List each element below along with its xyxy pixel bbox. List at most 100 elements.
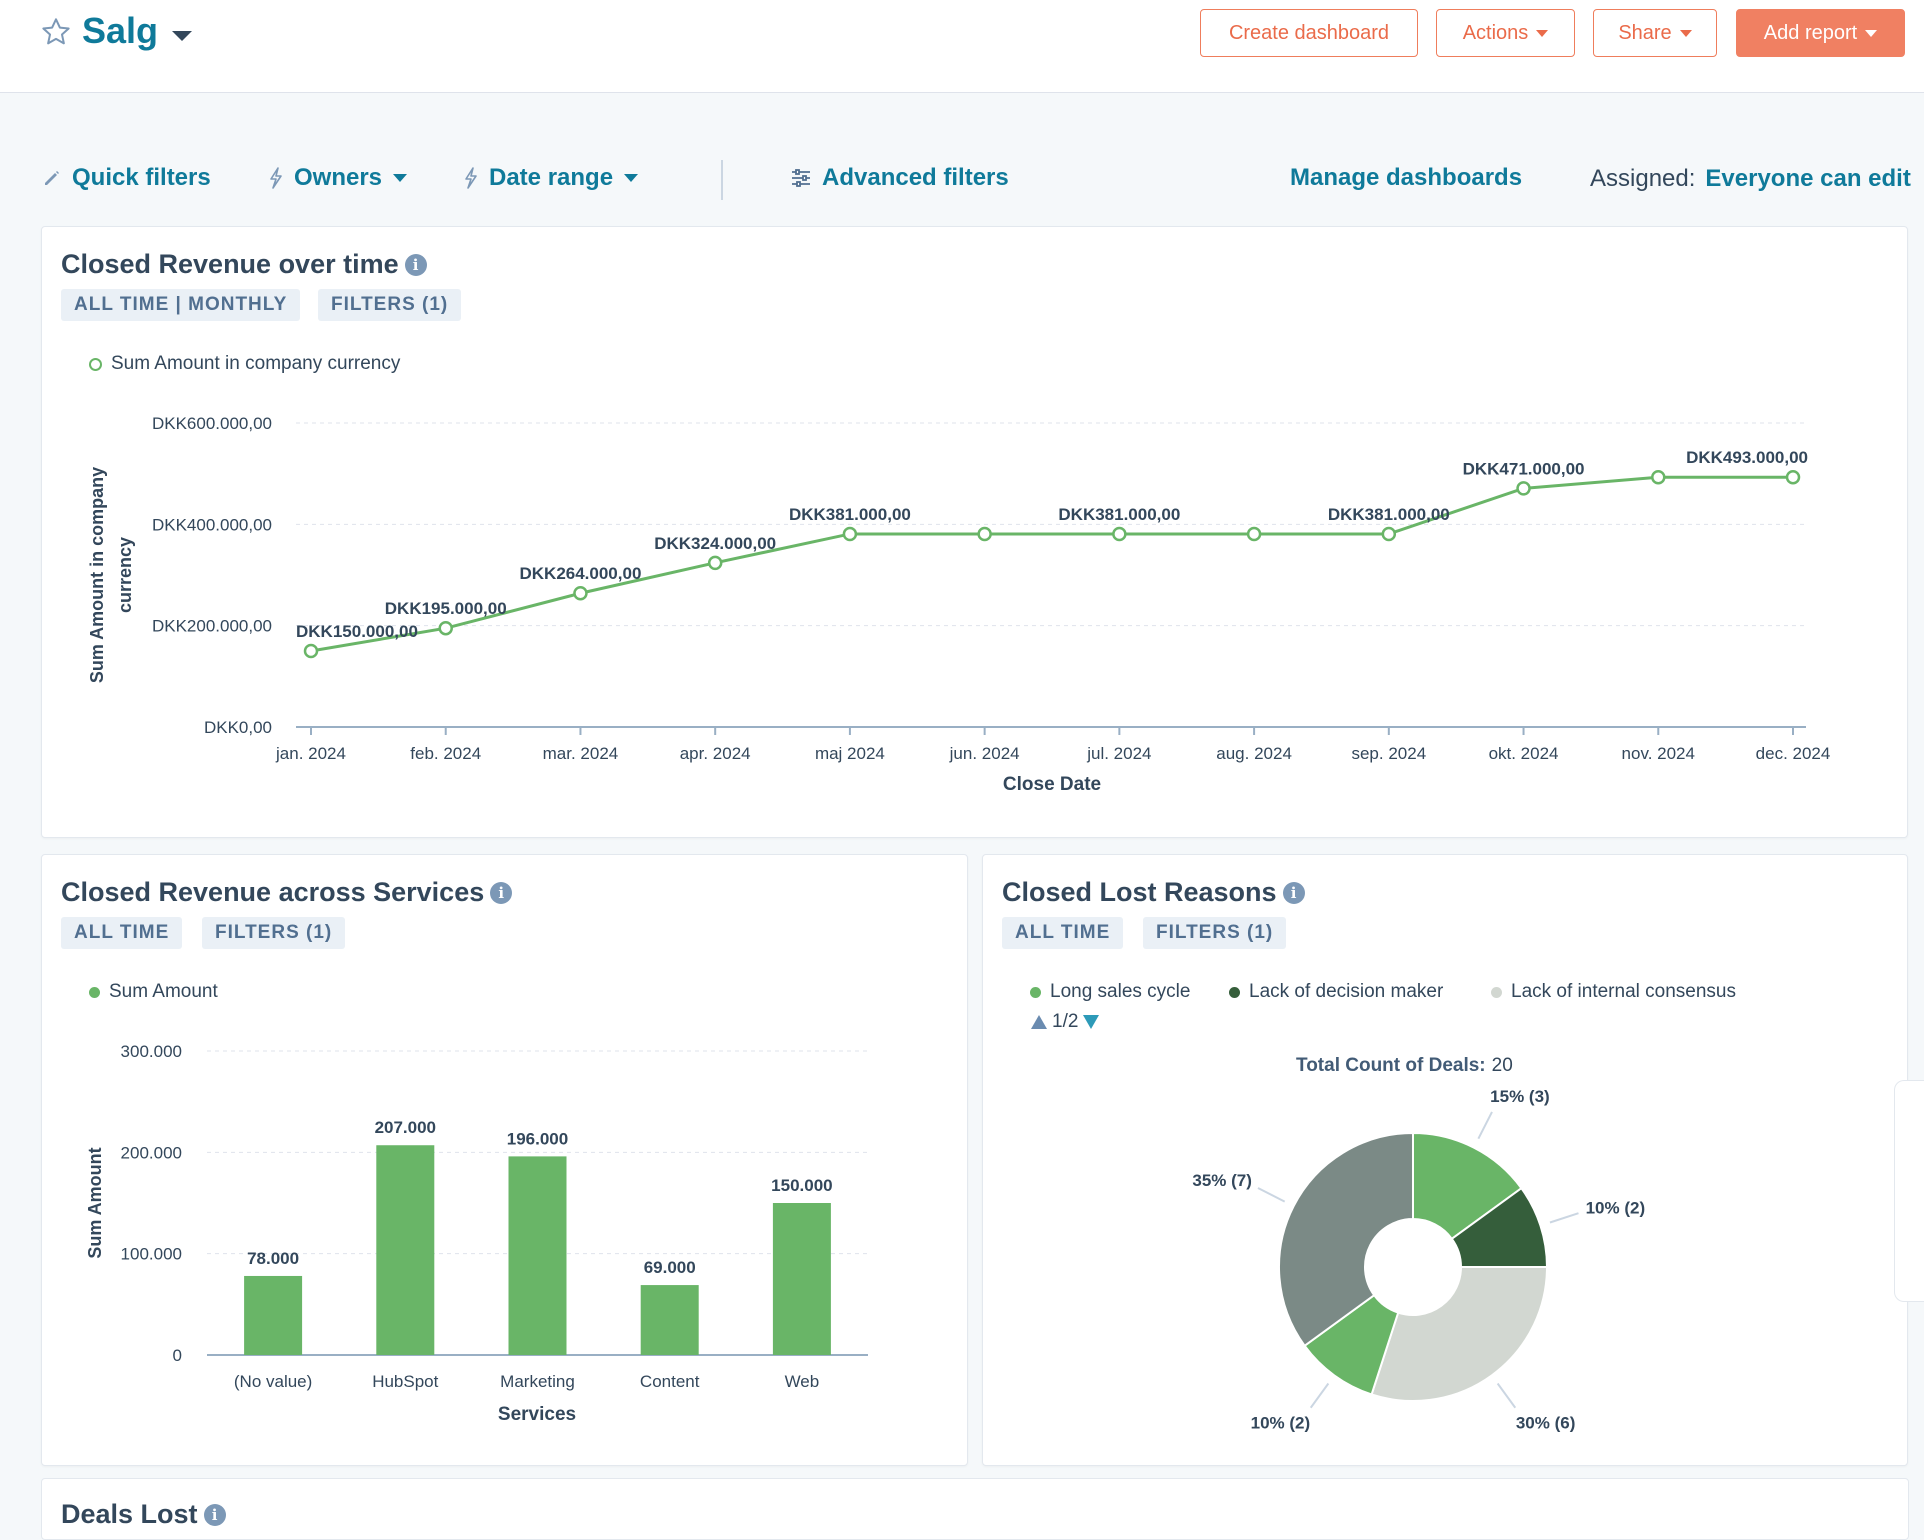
card-title[interactable]: Closed Lost Reasons i <box>1002 877 1305 908</box>
card-title[interactable]: Deals Lost i <box>61 1499 226 1530</box>
pager-up-icon[interactable] <box>1030 1014 1048 1030</box>
x-tick-label: jun. 2024 <box>949 744 1020 763</box>
closed-revenue-across-services-card: Closed Revenue across Services i ALL TIM… <box>41 854 968 1466</box>
actions-caret-icon <box>1536 29 1549 37</box>
x-tick-label: okt. 2024 <box>1489 744 1559 763</box>
date-range-filter[interactable]: Date range <box>463 164 639 192</box>
filters-tag[interactable]: FILTERS (1) <box>202 917 346 949</box>
leader-line <box>1549 1212 1579 1224</box>
legend-label: Lack of decision maker <box>1249 981 1444 1002</box>
actions-button[interactable]: Actions <box>1436 9 1575 57</box>
data-label: DKK324.000,00 <box>654 534 776 553</box>
data-point <box>977 526 992 542</box>
lightning-icon <box>270 167 282 189</box>
slice-label: 15% (3) <box>1490 1087 1550 1106</box>
card-title-text: Closed Lost Reasons <box>1002 877 1277 907</box>
x-tick-label: sep. 2024 <box>1351 744 1426 763</box>
sliders-icon <box>792 169 810 187</box>
favorite-star-icon[interactable] <box>40 16 72 48</box>
date-range-tag[interactable]: ALL TIME <box>1002 917 1124 949</box>
create-dashboard-label: Create dashboard <box>1228 21 1390 44</box>
chart-legend[interactable]: Sum Amount in company currency <box>89 353 400 375</box>
legend-label: Lack of internal consensus <box>1511 981 1736 1002</box>
bar-value-label: 78.000 <box>247 1249 299 1268</box>
quick-filters-label: Quick filters <box>72 164 211 191</box>
date-range-tag[interactable]: ALL TIME <box>61 917 183 949</box>
share-button[interactable]: Share <box>1593 9 1717 57</box>
y-tick-label: DKK0,00 <box>204 718 272 737</box>
y-axis-title-line: Sum Amount in company <box>87 467 107 683</box>
info-icon[interactable]: i <box>203 1503 226 1526</box>
card-title-text: Deals Lost <box>61 1499 198 1529</box>
donut-slice <box>1412 1131 1523 1241</box>
series-line <box>310 475 1793 653</box>
data-label: DKK471.000,00 <box>1463 459 1585 478</box>
legend-item-lack-of-internal-consensus[interactable]: Lack of internal consensus <box>1491 981 1736 1003</box>
add-report-caret-icon <box>1865 29 1878 37</box>
data-point <box>1516 481 1531 496</box>
legend-label: Long sales cycle <box>1050 981 1191 1002</box>
legend-item-lack-of-decision-maker[interactable]: Lack of decision maker <box>1229 981 1443 1003</box>
data-point <box>1785 469 1801 485</box>
bar <box>508 1156 567 1355</box>
card-title-text: Closed Revenue across Services <box>61 877 485 907</box>
x-tick-label: HubSpot <box>372 1372 438 1391</box>
create-dashboard-button[interactable]: Create dashboard <box>1200 9 1418 57</box>
y-tick-label: 0 <box>173 1346 182 1365</box>
assigned-value-link[interactable]: Everyone can edit <box>1705 165 1911 192</box>
data-label: DKK150.000,00 <box>296 622 418 641</box>
info-icon[interactable]: i <box>404 253 427 276</box>
legend-marker <box>89 986 100 998</box>
dashboard-title[interactable]: Salg <box>82 10 159 51</box>
x-axis-title: Close Date <box>1003 774 1101 795</box>
pager-label: 1/2 <box>1052 1011 1079 1032</box>
x-tick-label: mar. 2024 <box>543 744 619 763</box>
info-icon[interactable]: i <box>1282 881 1305 904</box>
card-title[interactable]: Closed Revenue across Services i <box>61 877 513 908</box>
x-tick-label: feb. 2024 <box>410 744 481 763</box>
legend-marker <box>1229 986 1240 998</box>
assigned-label: Assigned: <box>1590 165 1696 192</box>
bar <box>640 1285 699 1355</box>
side-panel-handle[interactable] <box>1894 1080 1924 1302</box>
filters-tag[interactable]: FILTERS (1) <box>1143 917 1287 949</box>
share-caret-icon <box>1679 29 1692 37</box>
manage-dashboards-link[interactable]: Manage dashboards <box>1290 164 1522 192</box>
y-tick-label: 200.000 <box>121 1143 182 1162</box>
pager-down-icon[interactable] <box>1082 1014 1100 1030</box>
y-tick-label: DKK400.000,00 <box>152 515 272 534</box>
slice-label: 10% (2) <box>1586 1199 1646 1218</box>
closed-lost-reasons-card: Closed Lost Reasons i ALL TIME FILTERS (… <box>982 854 1908 1466</box>
data-label: DKK381.000,00 <box>1058 505 1180 524</box>
total-count: Total Count of Deals: 20 <box>1296 1055 1513 1077</box>
dashboard-switcher-caret-icon[interactable] <box>170 28 194 44</box>
add-report-button[interactable]: Add report <box>1736 9 1905 57</box>
chart-legend[interactable]: Sum Amount <box>89 981 218 1003</box>
owners-filter[interactable]: Owners <box>268 164 408 192</box>
leader-line <box>1477 1111 1493 1140</box>
data-point <box>1112 526 1127 542</box>
bar-value-label: 207.000 <box>375 1118 436 1137</box>
data-label: DKK381.000,00 <box>789 505 911 524</box>
filters-tag[interactable]: FILTERS (1) <box>318 289 462 321</box>
quick-filters-button[interactable]: Quick filters <box>42 164 211 192</box>
legend-marker <box>1491 986 1502 998</box>
date-range-tag[interactable]: ALL TIME | MONTHLY <box>61 289 301 321</box>
card-title[interactable]: Closed Revenue over time i <box>61 249 427 280</box>
advanced-filters-button[interactable]: Advanced filters <box>790 164 1009 192</box>
x-tick-label: (No value) <box>234 1372 312 1391</box>
data-label: DKK264.000,00 <box>519 564 641 583</box>
data-point <box>573 585 588 601</box>
date-range-caret-icon <box>624 174 639 182</box>
info-icon[interactable]: i <box>490 881 513 904</box>
leader-line <box>1257 1187 1286 1203</box>
x-tick-label: Web <box>785 1372 820 1391</box>
data-point <box>1651 469 1666 485</box>
bar <box>772 1203 831 1355</box>
y-tick-label: 300.000 <box>121 1042 182 1061</box>
closed-revenue-over-time-card: Closed Revenue over time i ALL TIME | MO… <box>41 226 1908 838</box>
lightning-icon <box>465 167 477 189</box>
x-tick-label: jul. 2024 <box>1086 744 1151 763</box>
y-tick-label: DKK200.000,00 <box>152 617 272 636</box>
legend-item-long-sales-cycle[interactable]: Long sales cycle <box>1030 981 1190 1003</box>
